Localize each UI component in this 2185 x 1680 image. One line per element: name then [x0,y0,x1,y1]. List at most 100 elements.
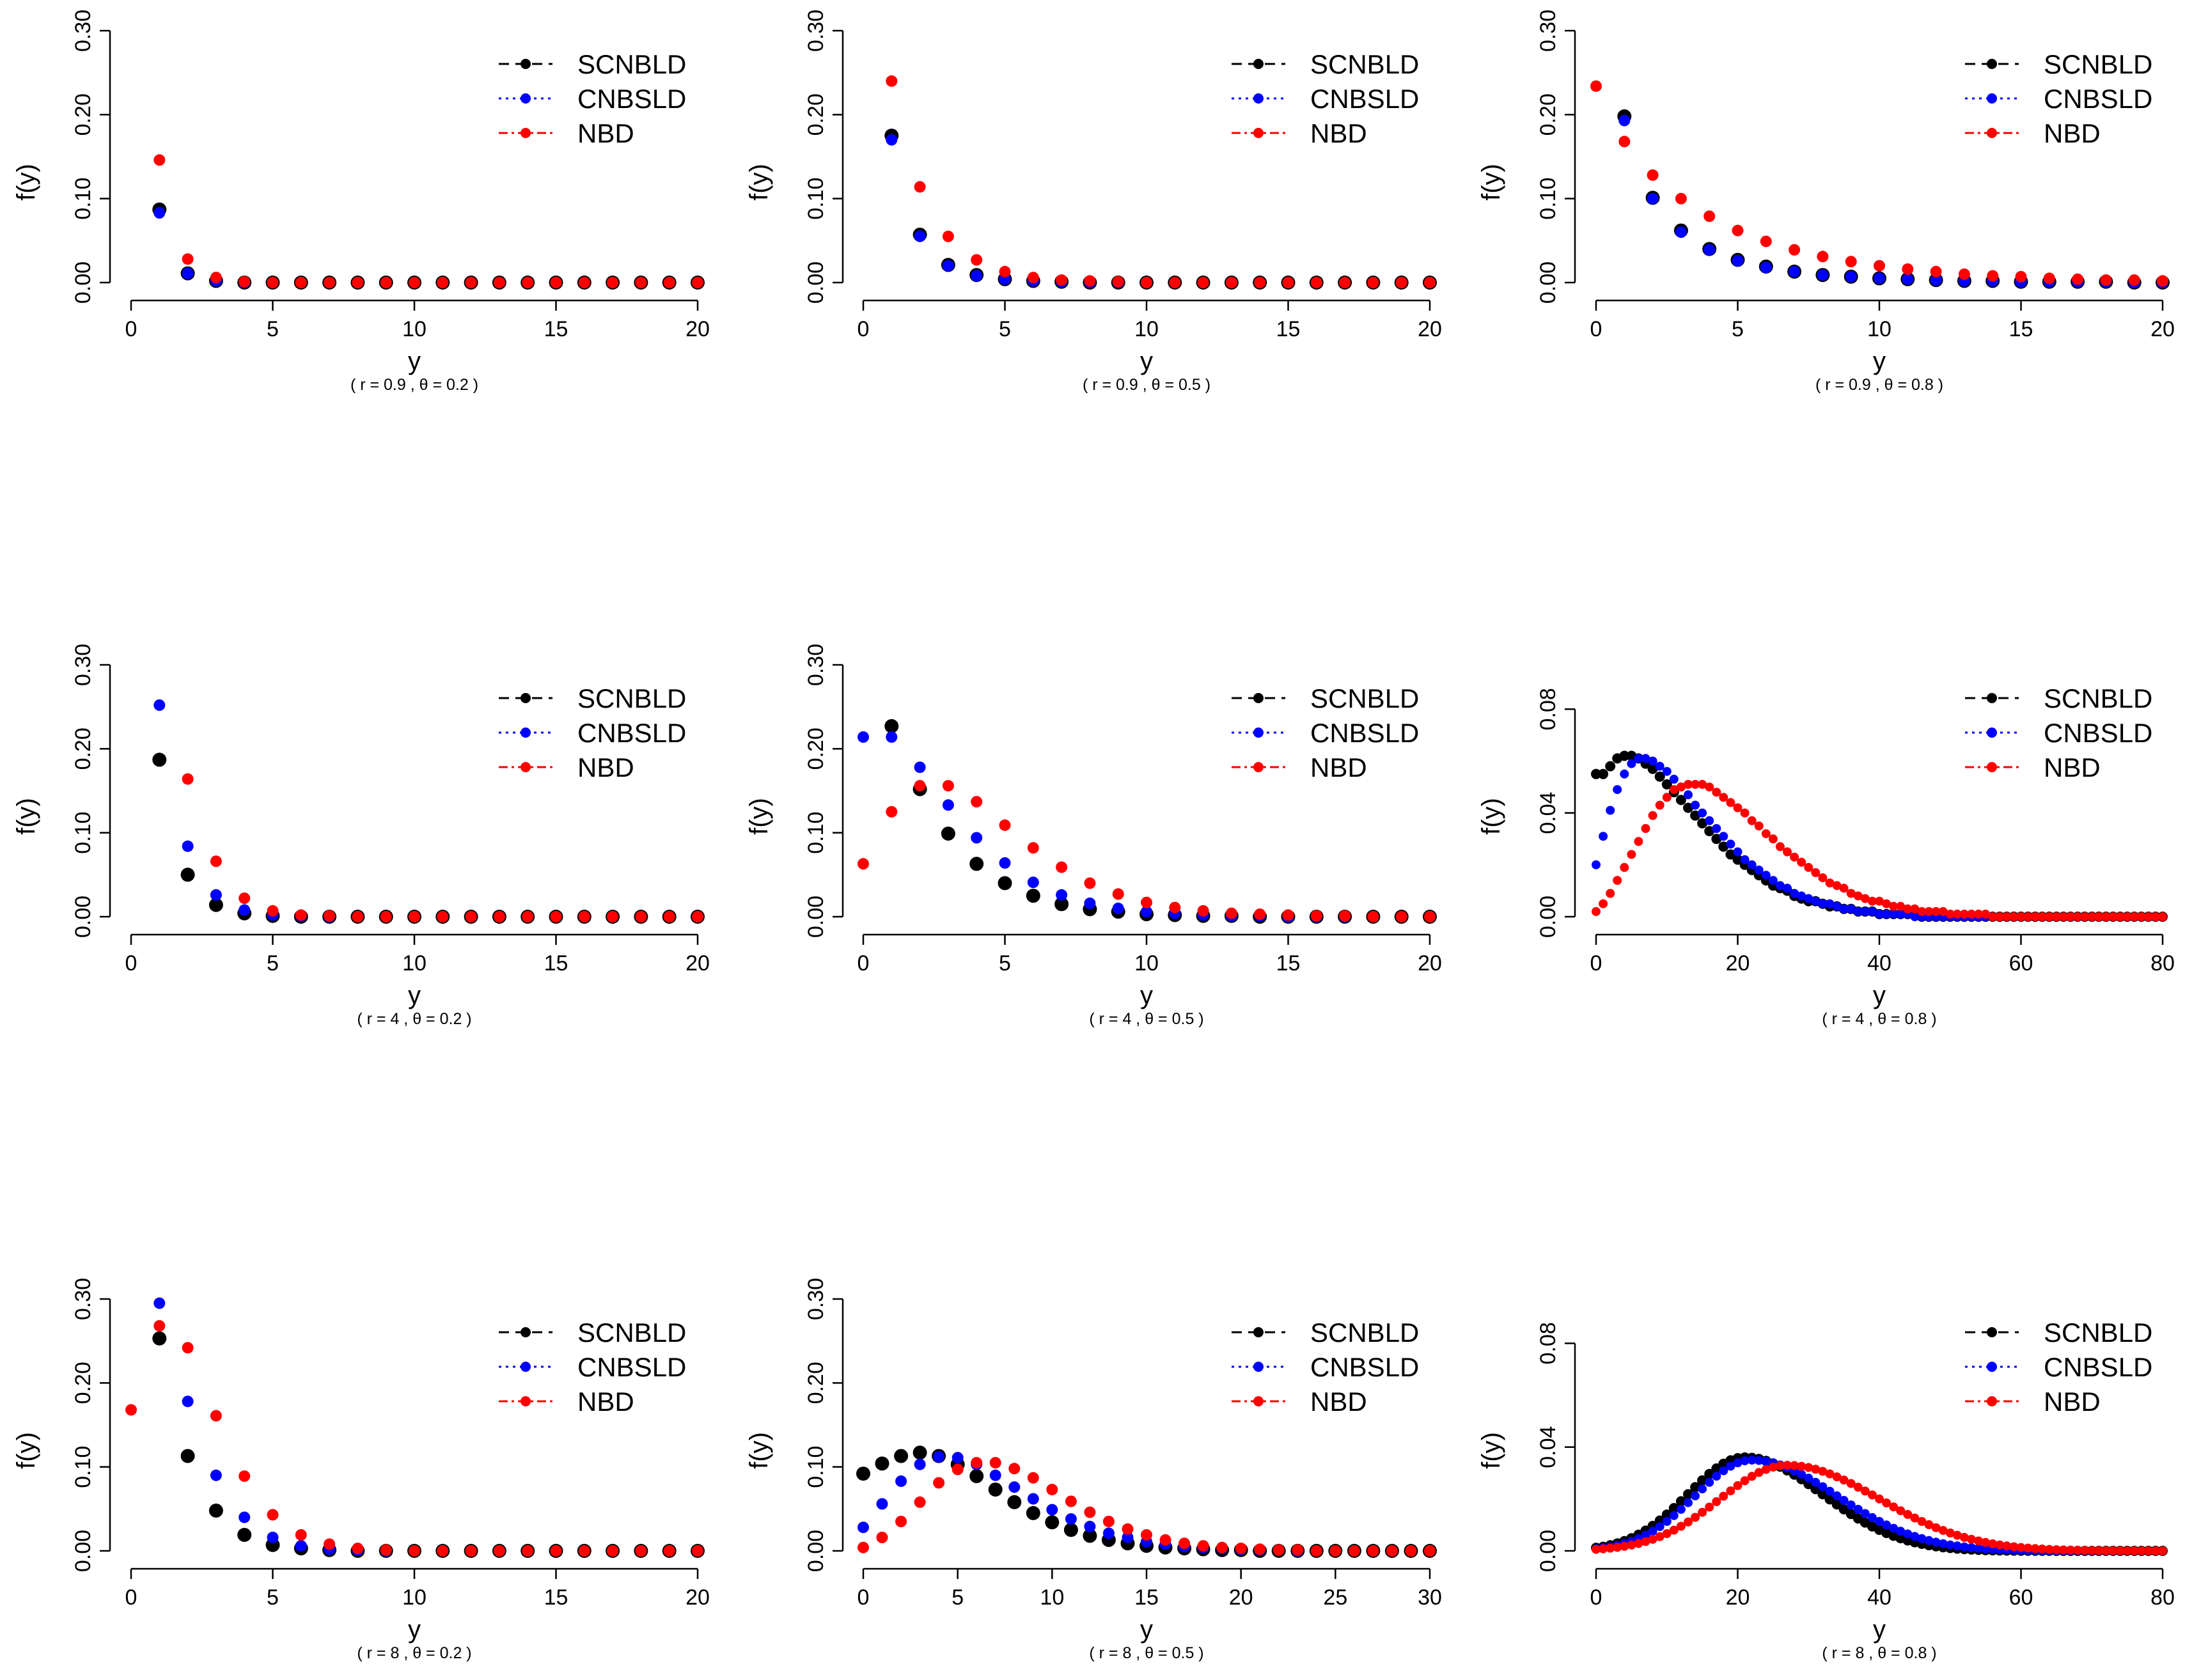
point-cnbsld [1889,1523,1899,1533]
point-nbd [1592,906,1601,916]
point-cnbsld [1698,1484,1707,1494]
point-nbd [1790,1461,1799,1470]
point-scnbld [1591,768,1601,779]
point-nbd [2122,1546,2132,1555]
legend-label-scnbld: SCNBLD [577,1318,686,1348]
point-cnbsld [1056,889,1068,901]
point-scnbld [1711,834,1722,844]
point-nbd [2108,1546,2118,1555]
x-tick-label: 5 [999,951,1011,976]
x-tick-label: 40 [1867,951,1891,976]
point-cnbsld [1882,909,1891,919]
point-nbd [1783,847,1792,857]
point-nbd [380,1544,392,1556]
point-nbd [2158,912,2167,921]
point-nbd [1853,891,1863,901]
point-scnbld [1725,849,1736,860]
point-scnbld [1675,795,1686,805]
legend-marker-scnbld [521,59,531,69]
point-nbd [1945,909,1955,919]
point-nbd [1896,901,1906,911]
point-cnbsld [1733,1458,1743,1468]
x-tick-label: 80 [2150,951,2175,976]
point-nbd [1732,224,1744,237]
point-nbd [1691,780,1700,789]
point-nbd [2115,912,2125,921]
point-nbd [1641,824,1650,833]
point-nbd [2080,912,2090,921]
point-nbd [1056,274,1068,286]
point-nbd [2101,912,2111,921]
point-scnbld [1697,818,1708,828]
point-cnbsld [895,1475,907,1487]
x-tick-label: 15 [2009,317,2033,341]
point-cnbsld [1719,832,1728,841]
point-nbd [1606,889,1615,898]
point-nbd [267,277,279,288]
y-axis-label: f(y) [745,798,773,835]
point-cnbsld [914,761,926,774]
point-cnbsld [1797,1470,1806,1479]
point-nbd [352,911,364,922]
point-nbd [635,277,647,288]
point-nbd [1662,1529,1672,1538]
point-nbd [1592,1544,1601,1554]
point-cnbsld [1804,894,1813,903]
point-cnbsld [1733,847,1743,857]
point-cnbsld [1924,1536,1934,1545]
point-nbd [352,1543,364,1555]
legend-marker-scnbld [521,1327,531,1337]
point-nbd [1988,1539,1998,1548]
legend-marker-nbd [521,762,531,772]
point-nbd [1797,857,1806,867]
point-nbd [2002,912,2012,921]
point-cnbsld [1719,1466,1728,1475]
point-nbd [182,253,194,265]
point-scnbld [988,1482,1003,1497]
point-nbd [437,1545,449,1557]
point-cnbsld [210,1469,222,1481]
point-scnbld [1810,1484,1821,1495]
chart-panel-5: 0.00 0.10 0.20 0.30 0 5 10 15 20 y f(y) ( r = 4 , θ… [745,644,1442,1028]
point-nbd [1339,277,1351,288]
point-scnbld [1675,1496,1686,1507]
point-nbd [239,892,251,905]
panel-subtitle: ( r = 0.9 , θ = 0.2 ) [350,376,478,394]
point-nbd [2143,1546,2153,1555]
point-nbd [1641,1537,1650,1546]
point-cnbsld [1860,1509,1870,1518]
point-nbd [2066,912,2075,921]
point-nbd [182,1342,194,1354]
point-nbd [1867,1490,1877,1500]
point-nbd [663,911,675,922]
point-cnbsld [1684,1498,1693,1507]
point-nbd [1084,877,1096,889]
chart-panel-7: 0.00 0.10 0.20 0.30 0 5 10 15 20 y f(y) ( r = 8 , θ… [12,1278,710,1662]
point-cnbsld [1818,899,1828,908]
point-nbd [125,1404,137,1416]
point-nbd [1903,904,1913,914]
point-cnbsld [1867,1513,1877,1522]
point-nbd [1832,1472,1842,1482]
point-nbd [1945,1528,1955,1537]
point-nbd [295,1529,307,1541]
point-nbd [2129,912,2139,921]
point-nbd [1691,1513,1700,1522]
legend-marker-nbd [1253,762,1264,772]
point-nbd [1853,1482,1863,1492]
point-nbd [886,75,898,87]
point-scnbld [1817,1489,1828,1500]
x-tick-label: 15 [1134,1585,1159,1610]
point-scnbld [1083,1528,1097,1543]
chart-panel-3: 0.00 0.10 0.20 0.30 0 5 10 15 20 y f(y) ( r = 0.9 ,… [1477,10,2175,394]
point-cnbsld [1761,1456,1771,1466]
point-nbd [324,1538,336,1550]
point-cnbsld [1945,1540,1955,1550]
point-cnbsld [1804,1474,1813,1483]
legend-marker-scnbld [1253,59,1264,69]
point-nbd [999,819,1011,831]
point-nbd [1811,868,1821,877]
point-cnbsld [1825,1486,1835,1496]
point-nbd [1225,277,1237,288]
